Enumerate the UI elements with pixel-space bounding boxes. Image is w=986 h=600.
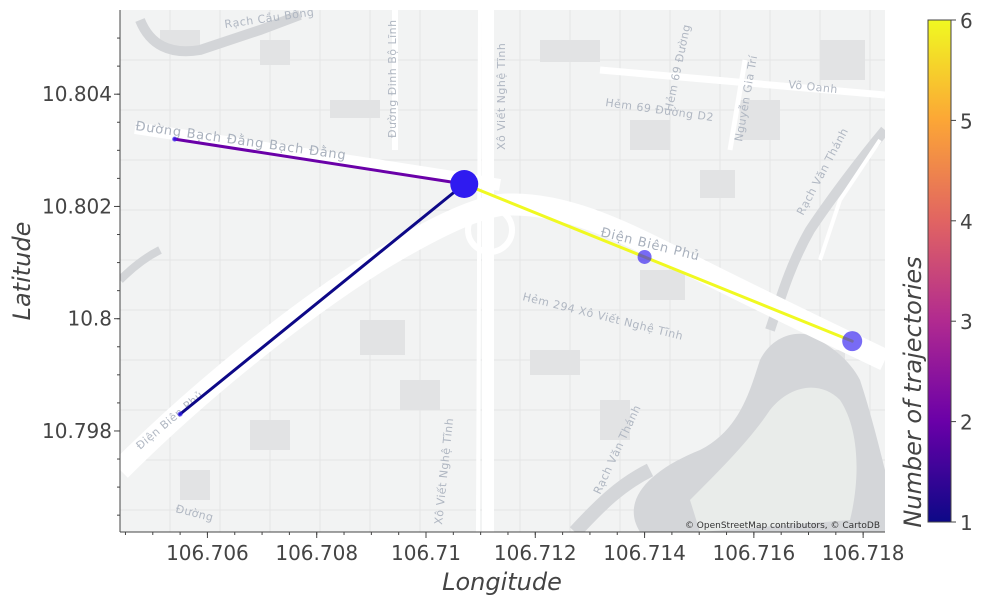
trajectory-segment xyxy=(462,182,647,259)
colorbar-tick-label: 5 xyxy=(960,109,973,133)
trajectory-node[interactable] xyxy=(842,331,863,352)
colorbar-tick-label: 6 xyxy=(960,9,973,33)
colorbar-title: Number of trajectories xyxy=(899,256,927,527)
x-tick-label: 106.714 xyxy=(603,541,686,565)
x-tick-label: 106.708 xyxy=(275,541,358,565)
street-label: Xô Viết Nghệ Tĩnh xyxy=(495,43,508,150)
colorbar-tick-label: 4 xyxy=(960,210,973,234)
x-tick-label: 106.71 xyxy=(391,541,461,565)
x-tick-label: 106.718 xyxy=(822,541,905,565)
colorbar-tick-label: 3 xyxy=(960,310,973,334)
trajectory-node[interactable] xyxy=(177,411,183,417)
y-tick-label: 10.8 xyxy=(67,307,112,331)
y-tick-label: 10.804 xyxy=(42,82,112,106)
x-axis-title: Longitude xyxy=(442,568,562,596)
y-axis-title: Latitude xyxy=(8,222,36,321)
trajectory-segment xyxy=(643,255,854,343)
x-tick-label: 106.716 xyxy=(712,541,795,565)
trajectory-segment xyxy=(173,137,466,186)
y-tick-label: 10.798 xyxy=(42,419,112,443)
trajectory-segments xyxy=(173,137,854,416)
street-label: Võ Oanh xyxy=(788,78,839,96)
colorbar: 1 2 3 4 5 6 Number of trajectories xyxy=(899,9,973,535)
x-tick-label: 106.706 xyxy=(166,541,249,565)
street-label: Đường Đinh Bộ Lĩnh xyxy=(386,19,399,138)
x-axis: 106.706 106.708 106.71 106.712 106.714 106.71… xyxy=(120,531,905,596)
trajectory-segment xyxy=(178,182,466,416)
colorbar-tick-label: 1 xyxy=(960,511,973,535)
x-tick-label: 106.712 xyxy=(494,541,577,565)
map-background[interactable]: Rạch Cầu Bông Đường Bạch Đằng Bạch Đằng … xyxy=(120,5,885,532)
trajectory-node[interactable] xyxy=(172,136,178,142)
y-axis: 10.798 10.8 10.802 10.804 Latitude xyxy=(8,10,121,532)
trajectory-node[interactable] xyxy=(637,249,652,264)
colorbar-tick-label: 2 xyxy=(960,411,973,435)
map-attribution: © OpenStreetMap contributors, © CartoDB xyxy=(685,521,880,531)
trajectory-node[interactable] xyxy=(450,170,479,198)
colorbar-gradient xyxy=(927,19,952,523)
y-tick-label: 10.802 xyxy=(42,194,112,218)
trajectory-nodes xyxy=(172,136,863,417)
